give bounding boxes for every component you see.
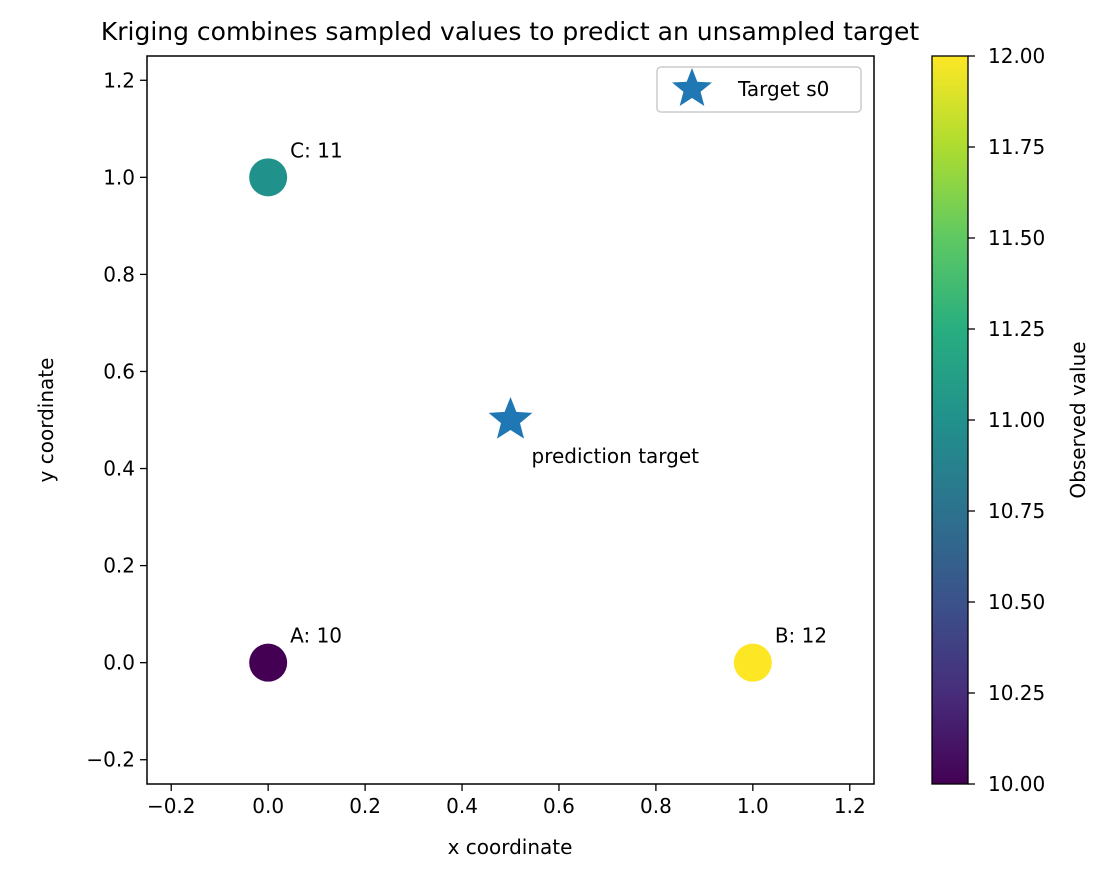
y-tick-label: 1.2	[103, 68, 135, 92]
colorbar-tick-label: 11.25	[988, 317, 1045, 341]
y-tick-label: 0.6	[103, 359, 135, 383]
sample-points: A: 10 B: 12 C: 11	[249, 138, 827, 682]
sample-point	[733, 643, 772, 682]
colorbar-tick-label: 11.75	[988, 135, 1045, 159]
x-tick-label: 1.2	[834, 794, 866, 818]
sample-label: A: 10	[290, 624, 342, 648]
x-tick-label: 0.2	[349, 794, 381, 818]
x-tick-label: 0.0	[252, 794, 284, 818]
y-axis-ticks: −0.2 0.0 0.2 0.4 0.6 0.8 1.0 1.2	[86, 68, 147, 772]
x-tick-label: 0.4	[446, 794, 478, 818]
legend-star	[672, 68, 712, 106]
x-tick-label: 0.6	[543, 794, 575, 818]
y-tick-label: 1.0	[103, 165, 135, 189]
colorbar-label: Observed value	[1066, 341, 1090, 498]
legend: Target s0	[656, 66, 862, 113]
colorbar	[932, 56, 968, 784]
colorbar-tick-label: 10.00	[988, 772, 1045, 796]
colorbar-tick-label: 12.00	[988, 44, 1045, 68]
y-tick-label: 0.8	[103, 262, 135, 286]
colorbar-tick-label: 10.75	[988, 499, 1045, 523]
colorbar-ticks: 10.00 10.25 10.50 10.75 11.00 11.25 11.50 11.75…	[968, 44, 1045, 796]
sample-point	[249, 643, 288, 682]
sample-point	[249, 158, 288, 197]
sample-label: B: 12	[775, 624, 827, 648]
x-axis-label: x coordinate	[448, 835, 573, 859]
x-tick-label: 0.8	[640, 794, 672, 818]
y-axis-label: y coordinate	[34, 358, 58, 483]
target-layer: prediction target	[488, 397, 700, 468]
colorbar-tick-label: 11.00	[988, 408, 1045, 432]
y-tick-label: 0.2	[103, 554, 135, 578]
x-tick-label: −0.2	[147, 794, 196, 818]
legend-label-target: Target s0	[737, 77, 829, 101]
colorbar-tick-label: 10.50	[988, 590, 1045, 614]
sample-label: C: 11	[290, 138, 343, 162]
colorbar-tick-label: 11.50	[988, 226, 1045, 250]
x-axis-ticks: −0.2 0.0 0.2 0.4 0.6 0.8 1.0 1.2	[147, 784, 866, 818]
legend-star-icon	[672, 68, 712, 106]
y-tick-label: −0.2	[86, 748, 135, 772]
chart-title: Kriging combines sampled values to predi…	[101, 17, 920, 46]
legend-frame	[656, 66, 862, 113]
x-tick-label: 1.0	[737, 794, 769, 818]
colorbar-tick-label: 10.25	[988, 681, 1045, 705]
y-tick-label: 0.0	[103, 651, 135, 675]
target-annotation: prediction target	[532, 444, 700, 468]
plot-frame	[146, 55, 875, 785]
y-tick-label: 0.4	[103, 457, 135, 481]
target-star-point	[488, 397, 533, 439]
plot-area	[146, 55, 875, 785]
